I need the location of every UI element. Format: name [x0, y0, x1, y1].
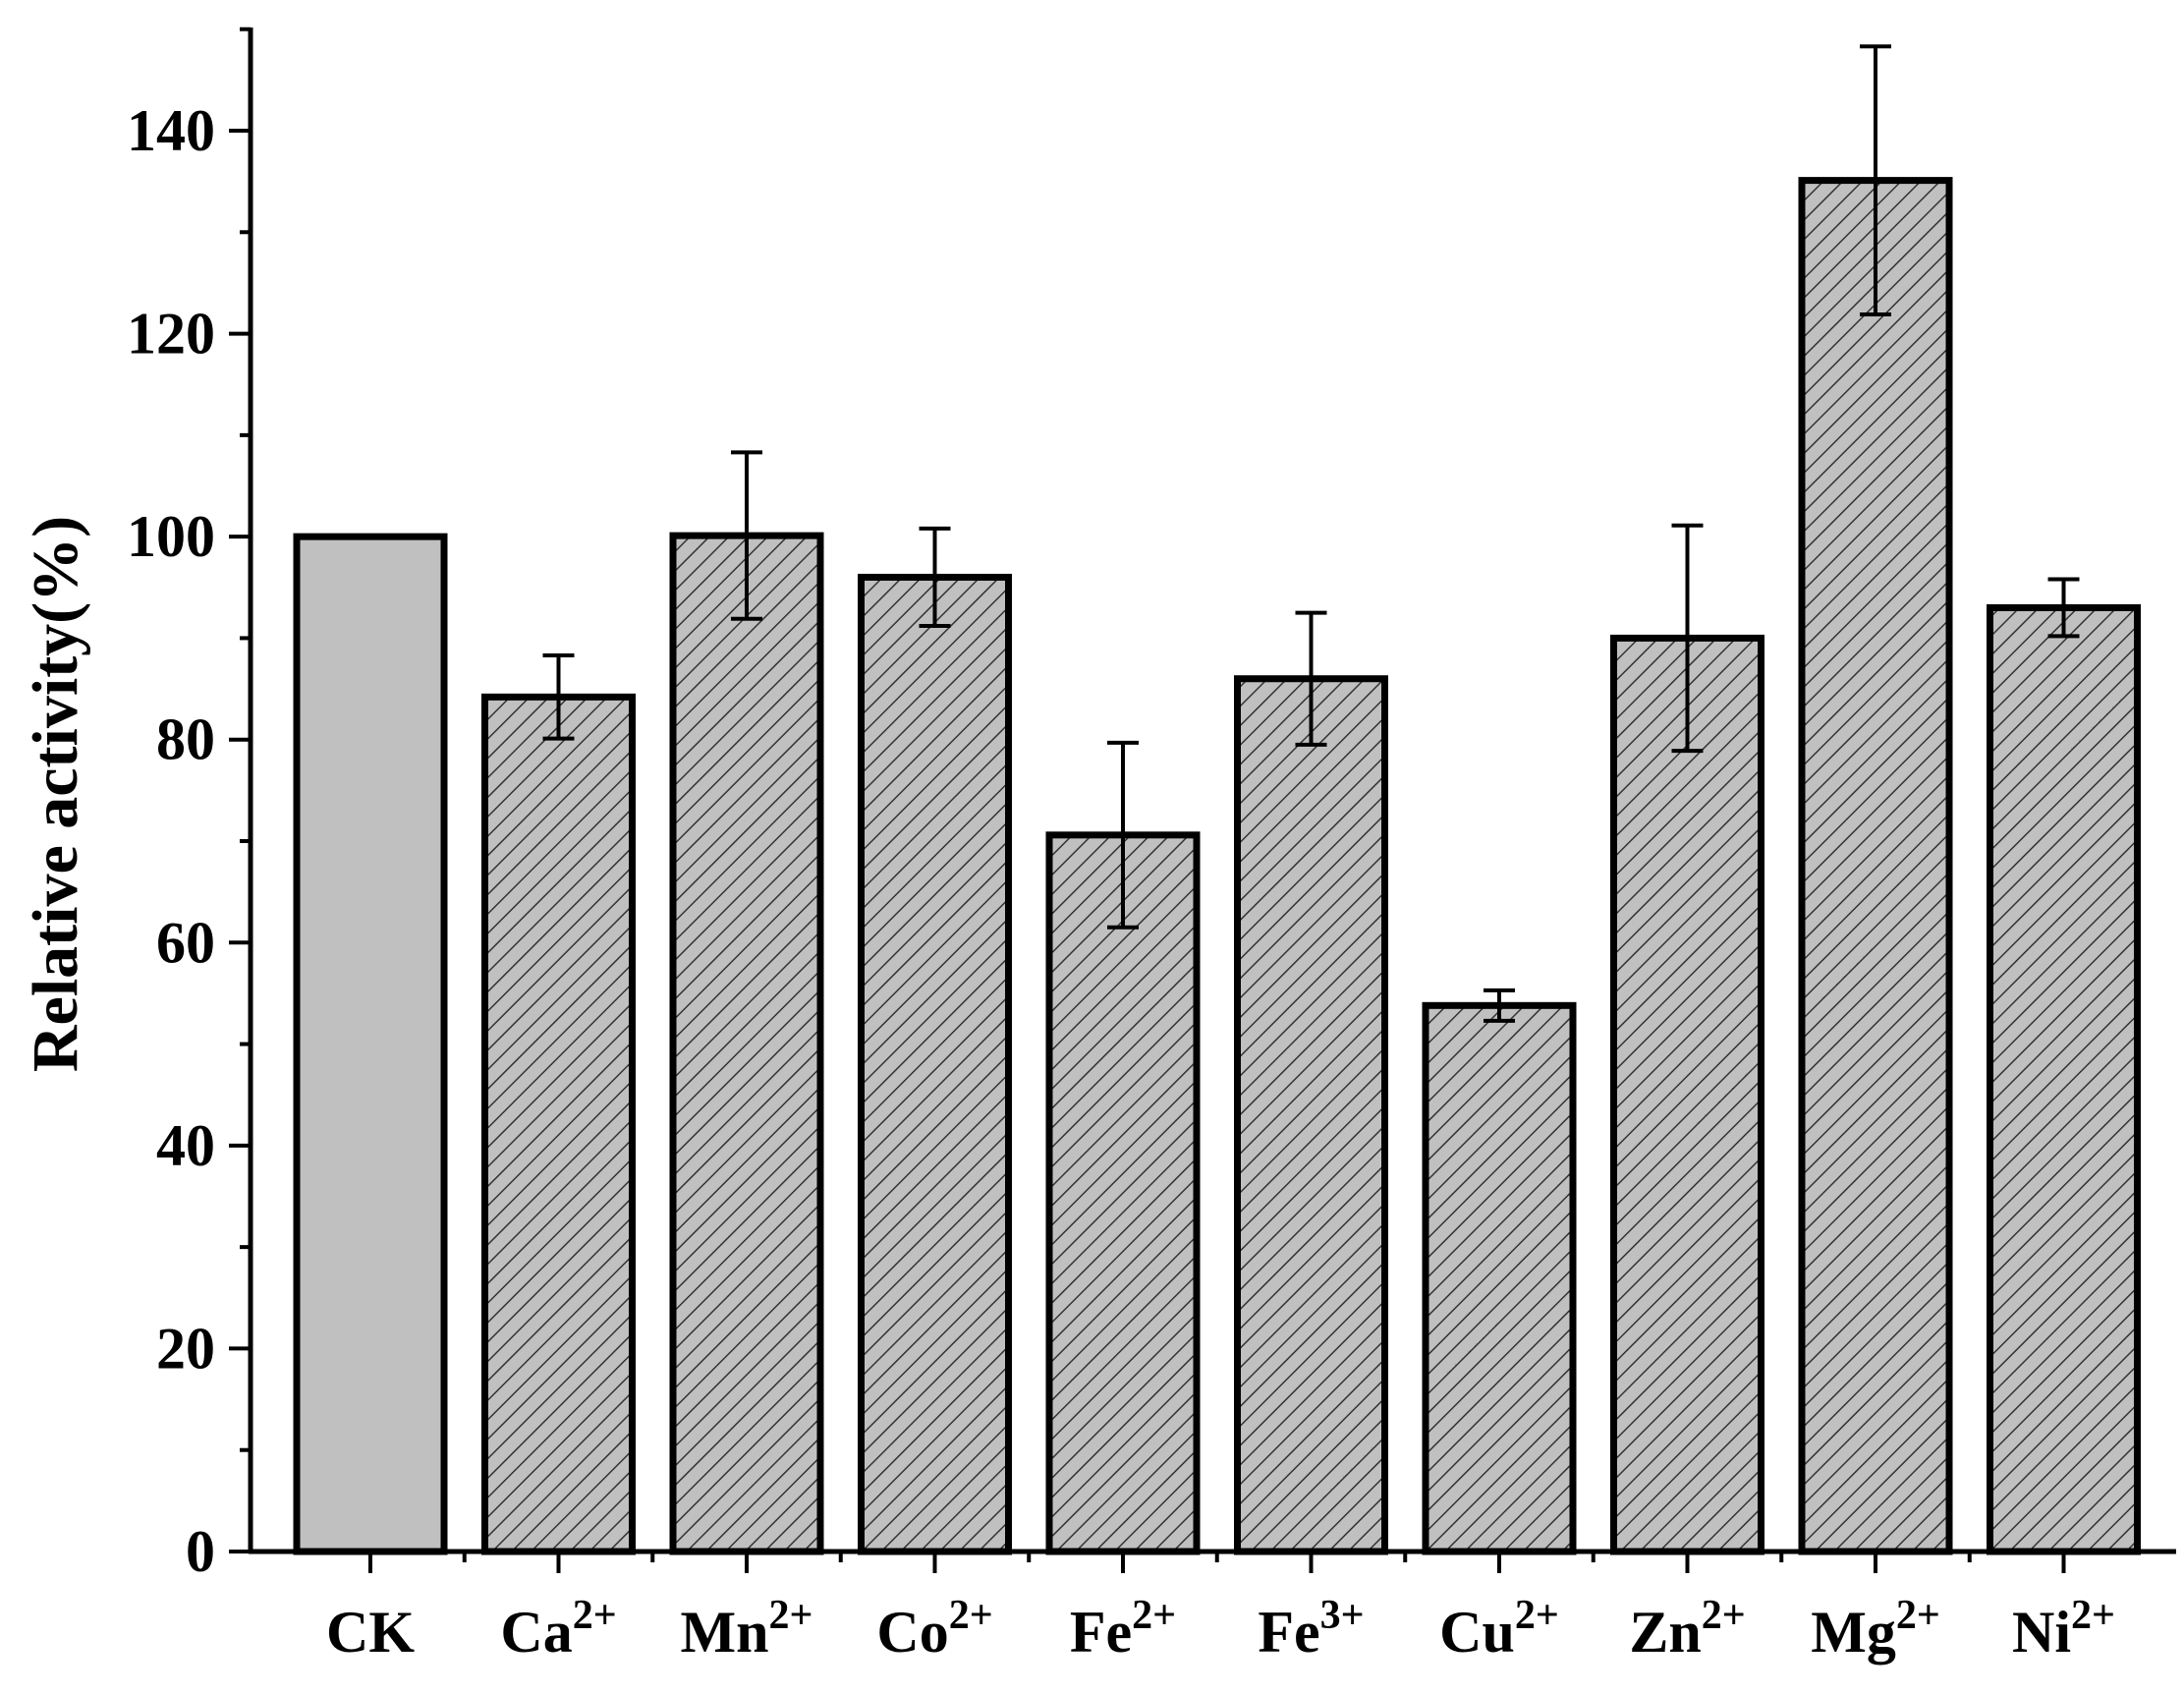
bar — [1610, 634, 1764, 1555]
x-tick-label: Ni2+ — [2012, 1593, 2115, 1665]
bar — [1234, 675, 1388, 1555]
bar — [481, 693, 636, 1555]
y-tick-label: 100 — [127, 504, 215, 569]
y-tick-label: 20 — [156, 1316, 215, 1381]
y-tick-label: 140 — [127, 98, 215, 163]
y-tick-label: 60 — [156, 910, 215, 975]
bar — [1798, 177, 1953, 1555]
x-tick-label: Mn2+ — [681, 1593, 813, 1665]
x-tick-label: Co2+ — [876, 1593, 992, 1665]
x-tick-label: CK — [326, 1600, 415, 1665]
bar — [858, 573, 1012, 1555]
x-tick-label: Ca2+ — [500, 1593, 616, 1665]
x-tick-label: Fe2+ — [1070, 1593, 1176, 1665]
x-tick-label: Cu2+ — [1439, 1593, 1559, 1665]
y-axis-title: Relative activity(%) — [20, 516, 91, 1072]
x-tick-label: Mg2+ — [1811, 1593, 1940, 1665]
bar — [1422, 1001, 1577, 1555]
y-tick-label: 0 — [186, 1519, 215, 1584]
y-tick-label: 80 — [156, 707, 215, 772]
bar — [1987, 603, 2141, 1555]
y-tick-label: 40 — [156, 1113, 215, 1178]
y-tick-label: 120 — [127, 302, 215, 367]
x-tick-label: Fe3+ — [1258, 1593, 1364, 1665]
x-tick-label: Zn2+ — [1629, 1593, 1745, 1665]
plot-area: CK Ca2+ Mn2+ Co2+ Fe2+ Fe3+ Cu2+ Zn2+ Mg2+ Ni2+ 0 2… — [127, 27, 2176, 1665]
bar — [669, 532, 824, 1555]
bar — [1045, 831, 1201, 1555]
bar — [293, 533, 448, 1555]
